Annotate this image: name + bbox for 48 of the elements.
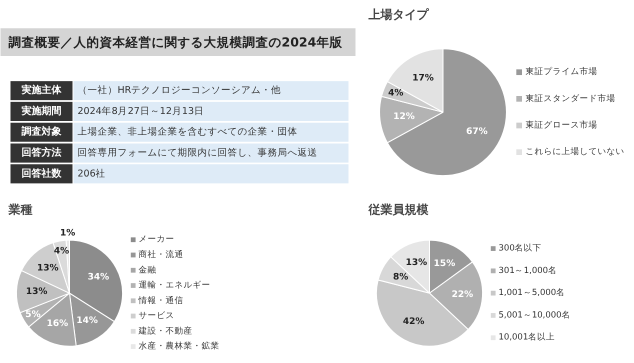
- data-label: 12%: [393, 112, 415, 122]
- data-label: 42%: [402, 316, 424, 327]
- legend-label: 情報・通信: [138, 294, 184, 306]
- data-label: 4%: [54, 246, 70, 256]
- category-label: 回答方法: [22, 146, 62, 159]
- text: 206社: [78, 167, 106, 180]
- data-label: 13%: [26, 287, 48, 298]
- text: 上場企業、非上場企業を含むすべての企業・団体: [78, 126, 298, 138]
- text: 調査概要／人的資本経営に関する大規模調査の2024年版: [8, 34, 344, 50]
- legend-label: 東証スタンダード市場: [526, 92, 616, 104]
- data-label: 14%: [76, 316, 98, 326]
- legend-label: 1,001～5,000名: [498, 287, 566, 298]
- legend-label: 建設・不動産: [138, 325, 192, 336]
- category-label: 実施期間: [20, 104, 62, 117]
- chart-title: 上場タイプ: [368, 8, 430, 22]
- data-label: 16%: [46, 318, 68, 329]
- legend-label: メーカー: [138, 234, 174, 245]
- data-label: 13%: [406, 258, 428, 268]
- text: 回答専用フォームにて期限内に回答し、事務局へ返送: [78, 146, 318, 159]
- legend-label: 東証プライム市場: [526, 66, 598, 78]
- category-label: 調査対象: [20, 126, 62, 138]
- data-label: 22%: [452, 290, 474, 300]
- legend-label: 金融: [138, 264, 156, 276]
- data-label: 17%: [412, 73, 434, 84]
- legend-label: 301～1,000名: [498, 264, 558, 276]
- category-label: 実施主体: [20, 84, 62, 96]
- legend-label: 5,001～10,000名: [498, 309, 571, 320]
- chart-title: 従業員規模: [368, 202, 428, 216]
- legend-label: 運輸・エネルギー: [138, 280, 210, 291]
- data-label: 34%: [88, 272, 110, 282]
- data-label: 13%: [36, 263, 59, 274]
- legend-label: 300名以下: [498, 242, 542, 254]
- chart-title: 業種: [8, 202, 32, 216]
- legend-label: これらに上場していない: [526, 146, 624, 158]
- legend-label: 10,001名以上: [498, 332, 556, 343]
- data-label: 67%: [466, 127, 488, 138]
- legend-label: サービス: [138, 310, 174, 322]
- text: （一社）HRテクノロジーコンソーシアム・他: [78, 84, 282, 96]
- data-label: 5%: [25, 310, 41, 320]
- data-label: 4%: [388, 88, 404, 98]
- legend-label: 東証グロース市場: [526, 120, 598, 130]
- legend-label: 水産・農林業・鉱業: [138, 340, 220, 352]
- category-label: 回答社数: [22, 167, 62, 180]
- data-label: 8%: [393, 272, 408, 282]
- legend-label: 商社・流通: [138, 249, 184, 260]
- data-label: 15%: [434, 258, 456, 269]
- data-label: 1%: [60, 228, 76, 239]
- text: 2024年8月27日～12月13日: [78, 104, 204, 117]
